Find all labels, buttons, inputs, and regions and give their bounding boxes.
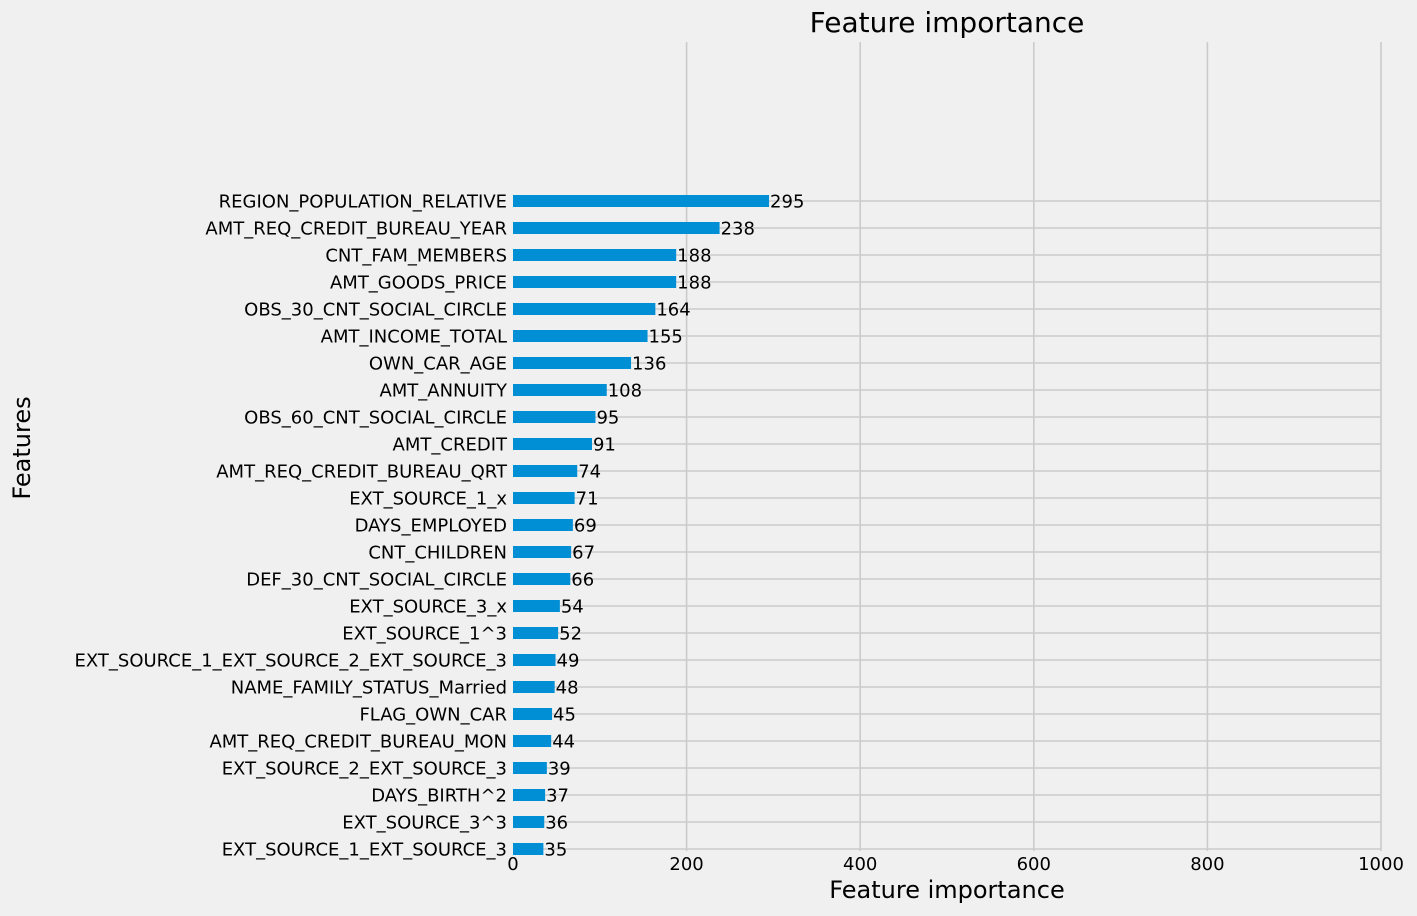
y-tick-label: EXT_SOURCE_1_x (349, 489, 507, 510)
bar (513, 303, 656, 315)
data-label: 37 (546, 786, 569, 807)
data-label: 188 (677, 246, 711, 267)
y-tick-label: NAME_FAMILY_STATUS_Married (231, 678, 507, 699)
data-label: 95 (596, 408, 619, 429)
bar (513, 411, 596, 423)
data-label: 66 (571, 570, 594, 591)
y-tick-label: AMT_REQ_CREDIT_BUREAU_YEAR (205, 219, 507, 240)
x-tick-label: 800 (1190, 854, 1224, 875)
bar (513, 816, 545, 828)
data-label: 136 (632, 354, 666, 375)
bar (513, 222, 720, 234)
chart-title: Feature importance (810, 6, 1085, 39)
y-tick-label: AMT_CREDIT (393, 435, 508, 456)
data-label: 188 (677, 273, 711, 294)
label-layer: 0 200 400 600 800 1000 REGION_POPULATION_RELAT… (75, 192, 1404, 876)
data-label: 49 (557, 651, 580, 672)
data-label: 36 (545, 813, 568, 834)
bar (513, 438, 592, 450)
data-label: 67 (572, 543, 595, 564)
y-tick-label: AMT_REQ_CREDIT_BUREAU_MON (209, 732, 507, 753)
data-label: 164 (656, 300, 690, 321)
y-tick-label: AMT_GOODS_PRICE (330, 273, 507, 294)
y-tick-label: CNT_FAM_MEMBERS (325, 246, 507, 267)
x-tick-label: 1000 (1358, 854, 1404, 875)
bar (513, 492, 575, 504)
data-label: 238 (721, 219, 755, 240)
y-tick-label: AMT_ANNUITY (379, 381, 508, 402)
bar (513, 465, 578, 477)
x-tick-label: 200 (669, 854, 703, 875)
bar (513, 276, 677, 288)
data-label: 48 (556, 678, 579, 699)
data-label: 91 (593, 435, 616, 456)
data-label: 54 (561, 597, 584, 618)
bar (513, 762, 547, 774)
y-tick-label: EXT_SOURCE_1^3 (342, 624, 507, 645)
bar (513, 384, 607, 396)
data-label: 295 (770, 192, 804, 213)
y-tick-label: OBS_30_CNT_SOCIAL_CIRCLE (244, 300, 507, 321)
y-tick-label: EXT_SOURCE_1_EXT_SOURCE_2_EXT_SOURCE_3 (75, 651, 507, 672)
data-label: 44 (552, 732, 575, 753)
bar (513, 627, 559, 639)
data-label: 108 (608, 381, 642, 402)
data-label: 45 (553, 705, 576, 726)
y-tick-label: DEF_30_CNT_SOCIAL_CIRCLE (246, 570, 507, 591)
data-label: 39 (548, 759, 571, 780)
y-tick-label: EXT_SOURCE_1_EXT_SOURCE_3 (222, 840, 507, 861)
y-axis-title: Features (8, 396, 36, 499)
y-tick-label: OWN_CAR_AGE (369, 354, 507, 375)
bar (513, 843, 544, 855)
bar (513, 546, 572, 558)
data-label: 155 (649, 327, 683, 348)
data-label: 69 (574, 516, 597, 537)
grid-layer (513, 42, 1382, 851)
bar-layer (513, 195, 770, 855)
bar (513, 681, 555, 693)
y-tick-label: DAYS_BIRTH^2 (371, 786, 507, 807)
data-label: 52 (559, 624, 582, 645)
x-tick-label: 0 (507, 854, 518, 875)
bar (513, 357, 632, 369)
bar (513, 735, 552, 747)
bar (513, 600, 560, 612)
y-tick-label: OBS_60_CNT_SOCIAL_CIRCLE (244, 408, 507, 429)
data-label: 35 (544, 840, 567, 861)
bar (513, 708, 553, 720)
bar (513, 249, 677, 261)
y-tick-label: DAYS_EMPLOYED (355, 516, 507, 537)
bar (513, 789, 546, 801)
bar (513, 330, 648, 342)
y-tick-label: AMT_REQ_CREDIT_BUREAU_QRT (216, 462, 508, 483)
bar (513, 573, 571, 585)
bar (513, 195, 770, 207)
y-tick-label: AMT_INCOME_TOTAL (321, 327, 507, 348)
y-tick-label: CNT_CHILDREN (368, 543, 507, 564)
y-tick-label: EXT_SOURCE_3^3 (342, 813, 507, 834)
y-tick-label: REGION_POPULATION_RELATIVE (219, 192, 507, 213)
y-tick-label: EXT_SOURCE_2_EXT_SOURCE_3 (222, 759, 507, 780)
bar (513, 654, 556, 666)
x-tick-label: 600 (1017, 854, 1051, 875)
y-tick-label: EXT_SOURCE_3_x (349, 597, 507, 618)
x-tick-label: 400 (843, 854, 877, 875)
y-tick-label: FLAG_OWN_CAR (359, 705, 507, 726)
data-label: 71 (576, 489, 599, 510)
bar (513, 519, 573, 531)
data-label: 74 (578, 462, 601, 483)
x-axis-title: Feature importance (829, 876, 1064, 904)
